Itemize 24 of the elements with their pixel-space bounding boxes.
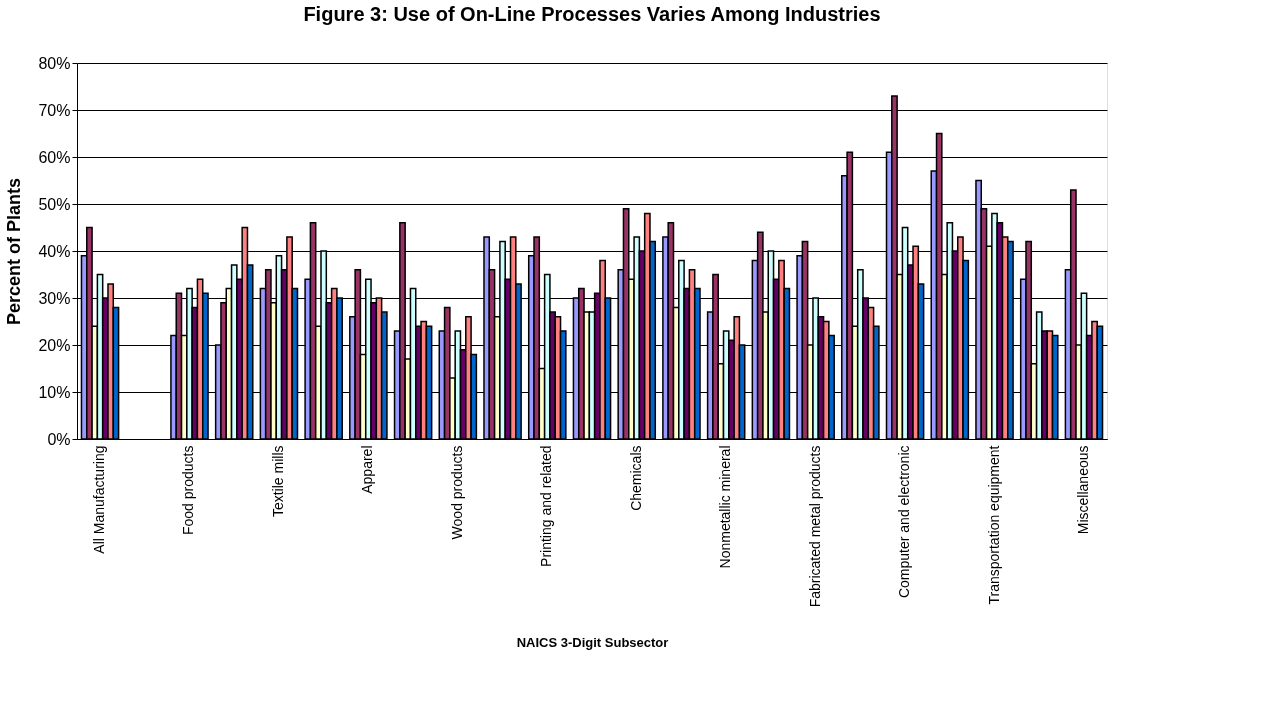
x-tick-label: Nonmetallic mineral	[717, 445, 734, 569]
chart-title: Figure 3: Use of On-Line Processes Varies Among Industries	[303, 3, 881, 25]
y-axis-title: Percent of Plants	[4, 177, 25, 326]
y-tick-label: 0%	[47, 430, 71, 448]
x-axis-title: NAICS 3-Digit Subsector	[516, 635, 669, 651]
x-tick-label: Miscellaneous	[1074, 445, 1091, 535]
x-tick-label: Transportation equipment	[985, 445, 1002, 605]
x-tick-label: Wood products	[448, 445, 465, 540]
y-tick-label: 40%	[38, 242, 71, 260]
y-tick-label: 50%	[38, 195, 71, 213]
y-tick-label: 10%	[38, 383, 71, 401]
y-tick-label: 30%	[38, 289, 71, 307]
x-tick-label: Food products	[180, 445, 197, 535]
y-tick-label: 20%	[38, 336, 71, 354]
x-tick-label: Apparel	[359, 445, 376, 494]
x-tick-label: Computer and electronic	[896, 445, 913, 599]
x-tick-label: Printing and related	[538, 445, 555, 567]
y-tick-label: 60%	[38, 148, 71, 166]
x-tick-label: Textile mills	[269, 445, 286, 518]
x-tick-label: All Manufacturing	[91, 445, 108, 554]
x-tick-label: Fabricated metal products	[806, 445, 823, 608]
y-tick-label: 80%	[38, 54, 71, 72]
x-tick-label: Chemicals	[627, 445, 644, 511]
y-tick-label: 70%	[38, 101, 71, 119]
